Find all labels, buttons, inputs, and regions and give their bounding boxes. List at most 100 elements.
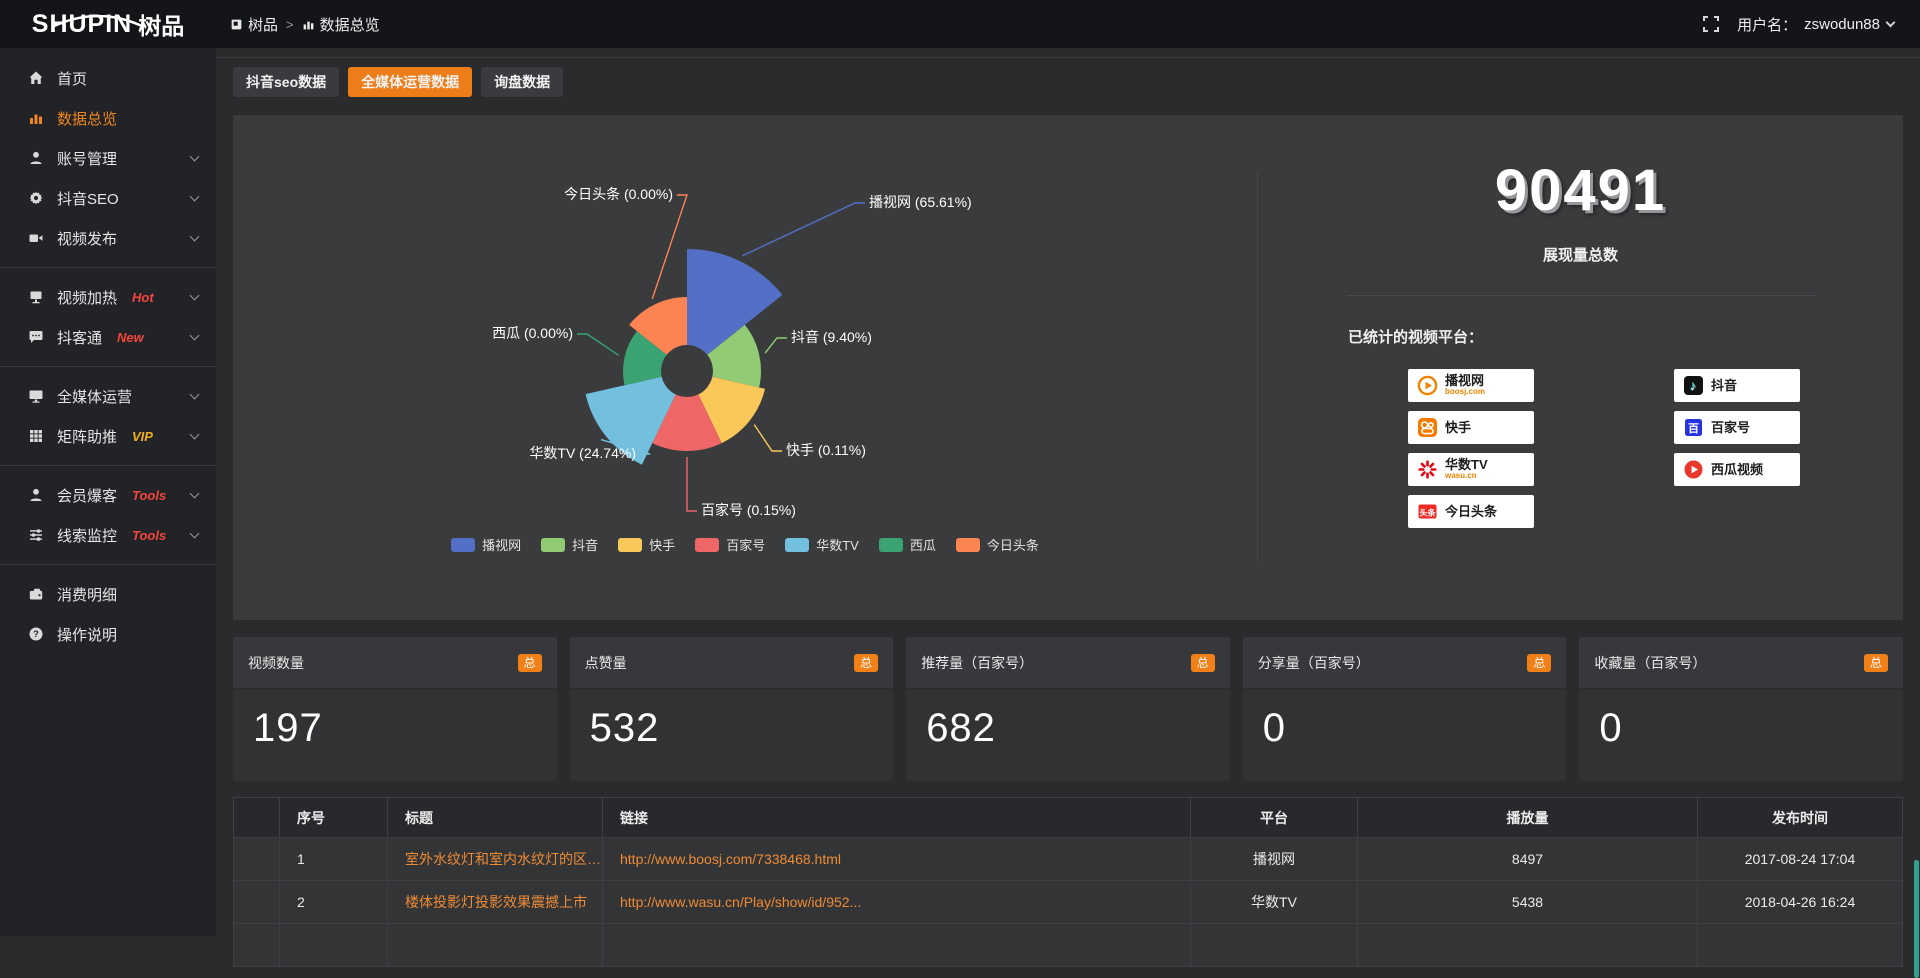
platform-badge-快手: 快手	[1408, 411, 1534, 444]
sidebar-item-首页[interactable]: 首页	[0, 58, 216, 98]
legend-item-抖音[interactable]: 抖音	[541, 535, 598, 554]
pie-label-快手: 快手 (0.11%)	[786, 442, 866, 458]
pie-label-今日头条: 今日头条 (0.00%)	[564, 186, 673, 202]
sidebar-item-操作说明[interactable]: ? 操作说明	[0, 614, 216, 654]
username-value: zswodun88	[1804, 16, 1880, 33]
sidebar-item-消费明细[interactable]: 消费明细	[0, 574, 216, 614]
user-solid-icon	[27, 487, 44, 503]
username-dropdown[interactable]: 用户名：zswodun88	[1737, 14, 1894, 35]
sidebar-item-数据总览[interactable]: 数据总览	[0, 98, 216, 138]
stat-card-value: 532	[570, 689, 894, 751]
sidebar-item-全媒体运营[interactable]: 全媒体运营	[0, 376, 216, 416]
logo-arc	[50, 15, 146, 27]
main-content: 抖音seo数据全媒体运营数据询盘数据 播视网 (65.61%)抖音 (9.40%…	[216, 48, 1920, 936]
platform-sub: boosj.com	[1445, 388, 1485, 397]
legend-swatch	[956, 538, 980, 552]
breadcrumb-item-0[interactable]: 树品	[230, 14, 278, 35]
legend-item-快手[interactable]: 快手	[618, 535, 675, 554]
column-header-发布时间: 发布时间	[1698, 798, 1903, 838]
table-row-partial	[234, 924, 1903, 967]
legend-item-今日头条[interactable]: 今日头条	[956, 535, 1039, 554]
sidebar-item-label: 视频发布	[57, 228, 117, 249]
fullscreen-icon[interactable]	[1703, 16, 1719, 32]
chevron-down-icon	[190, 290, 200, 300]
platform-badge-今日头条: 头条 今日头条	[1408, 495, 1534, 528]
sidebar-item-抖音SEO[interactable]: 抖音SEO	[0, 178, 216, 218]
header-divider	[216, 57, 1920, 58]
header-checkbox-cell	[234, 798, 280, 838]
stat-card-title: 推荐量（百家号）	[921, 653, 1033, 673]
tab-询盘数据[interactable]: 询盘数据	[481, 67, 563, 97]
chevron-down-icon	[190, 151, 200, 161]
logo-text-en: SHUPIN	[32, 12, 132, 37]
chevron-down-icon	[190, 488, 200, 498]
chevron-down-icon	[1886, 18, 1896, 28]
cell-title[interactable]: 楼体投影灯投影效果震撼上市	[388, 881, 603, 924]
tab-抖音seo数据[interactable]: 抖音seo数据	[233, 67, 339, 97]
legend-item-华数TV[interactable]: 华数TV	[785, 535, 859, 554]
sidebar-item-tag: New	[117, 330, 144, 345]
column-header-序号: 序号	[280, 798, 388, 838]
sidebar-item-label: 抖音SEO	[57, 188, 119, 209]
scrollbar[interactable]	[1913, 48, 1919, 936]
legend-swatch	[785, 538, 809, 552]
svg-text:头条: 头条	[1420, 508, 1437, 518]
legend-item-西瓜[interactable]: 西瓜	[879, 535, 936, 554]
platform-name: 今日头条	[1445, 505, 1497, 519]
chevron-down-icon	[190, 429, 200, 439]
breadcrumb-separator: >	[286, 17, 294, 32]
tab-全媒体运营数据[interactable]: 全媒体运营数据	[348, 67, 472, 97]
xigua-logo-icon	[1683, 459, 1704, 480]
cell-link[interactable]: http://www.boosj.com/7338468.html	[603, 838, 1191, 881]
legend-swatch	[451, 538, 475, 552]
sidebar-item-抖客通[interactable]: 抖客通 New	[0, 317, 216, 357]
chevron-down-icon	[190, 389, 200, 399]
table-row: 1 室外水纹灯和室内水纹灯的区别和简介 http://www.boosj.com…	[234, 838, 1903, 881]
platform-badge-西瓜视频: 西瓜视频	[1674, 453, 1800, 486]
pie-label-百家号: 百家号 (0.15%)	[701, 502, 796, 518]
cell-views: 5438	[1358, 881, 1698, 924]
sidebar-item-label: 抖客通	[57, 327, 102, 348]
sidebar-divider	[0, 465, 216, 466]
label-line-快手	[754, 425, 782, 451]
legend-item-百家号[interactable]: 百家号	[695, 535, 765, 554]
stat-card-title: 收藏量（百家号）	[1594, 653, 1706, 673]
sidebar-item-视频发布[interactable]: 视频发布	[0, 218, 216, 258]
stat-card-推荐量（百家号）: 推荐量（百家号） 总 682	[906, 637, 1230, 781]
pie-label-华数TV: 华数TV (24.74%)	[529, 445, 636, 461]
legend-swatch	[618, 538, 642, 552]
table-header-row: 序号标题链接平台播放量发布时间	[234, 798, 1903, 838]
sidebar-item-tag: Tools	[132, 528, 166, 543]
baijia-logo-icon: 百	[1683, 417, 1704, 438]
cell-time: 2017-08-24 17:04	[1698, 838, 1903, 881]
sidebar-item-账号管理[interactable]: 账号管理	[0, 138, 216, 178]
sidebar-item-label: 消费明细	[57, 584, 117, 605]
pie-label-西瓜: 西瓜 (0.00%)	[492, 325, 573, 341]
grid-icon	[27, 428, 44, 444]
sidebar-item-label: 视频加热	[57, 287, 117, 308]
stat-card-title: 分享量（百家号）	[1258, 653, 1370, 673]
total-badge: 总	[518, 654, 542, 672]
scrollbar-thumb[interactable]	[1914, 860, 1919, 978]
legend-swatch	[541, 538, 565, 552]
breadcrumb-item-1[interactable]: 数据总览	[302, 14, 380, 35]
column-header-播放量: 播放量	[1358, 798, 1698, 838]
cell-platform: 华数TV	[1191, 881, 1358, 924]
cell-title[interactable]: 室外水纹灯和室内水纹灯的区别和简介	[388, 838, 603, 881]
legend-item-播视网[interactable]: 播视网	[451, 535, 521, 554]
sidebar-item-label: 首页	[57, 68, 87, 89]
stat-card-收藏量（百家号）: 收藏量（百家号） 总 0	[1579, 637, 1903, 781]
user-icon	[27, 150, 44, 166]
cell-link[interactable]: http://www.wasu.cn/Play/show/id/952...	[603, 881, 1191, 924]
platform-name: 抖音	[1711, 379, 1737, 393]
pie-label-播视网: 播视网 (65.61%)	[869, 194, 972, 210]
label-line-今日头条	[652, 195, 687, 299]
table-row: 2 楼体投影灯投影效果震撼上市 http://www.wasu.cn/Play/…	[234, 881, 1903, 924]
